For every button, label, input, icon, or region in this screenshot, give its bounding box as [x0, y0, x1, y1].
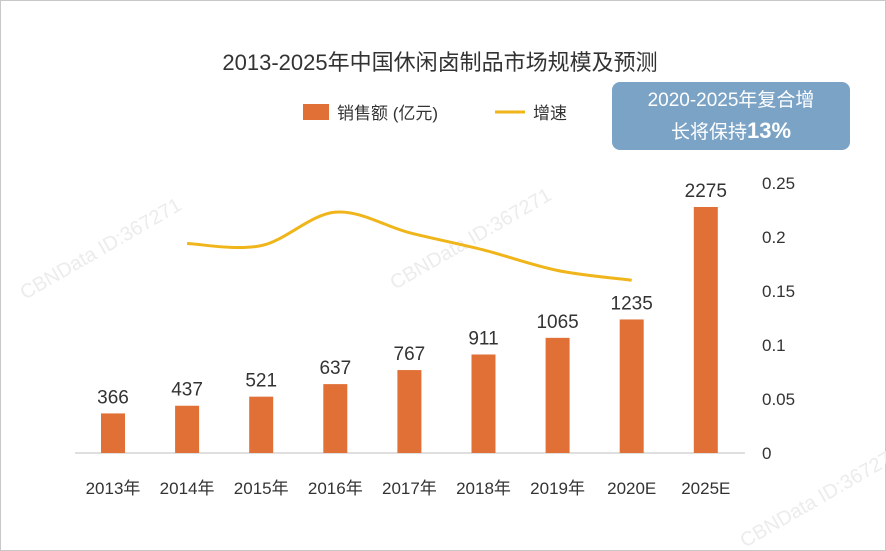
right-y-tick-label: 0.2	[762, 228, 786, 247]
x-tick-label: 2017年	[382, 479, 437, 498]
badge-line2: 长将保持13%	[612, 116, 850, 148]
cagr-badge: 2020-2025年复合增 长将保持13%	[612, 82, 850, 150]
bar-data-label: 1235	[611, 293, 653, 314]
bar	[323, 384, 348, 453]
bar	[693, 207, 718, 453]
right-y-tick-label: 0.15	[762, 282, 795, 301]
x-tick-label: 2014年	[160, 479, 215, 498]
bar-data-label: 437	[171, 380, 203, 401]
bar-data-label: 2275	[685, 181, 727, 202]
bar-data-label: 911	[468, 328, 498, 349]
badge-line2-text: 长将保持	[670, 122, 747, 143]
watermark: CBNData ID:367271	[737, 442, 886, 551]
right-y-tick-label: 0.05	[762, 390, 795, 409]
right-y-tick-label: 0.25	[762, 174, 795, 193]
x-tick-label: 2020E	[607, 479, 656, 498]
bar-data-label: 521	[245, 371, 277, 392]
bar	[397, 370, 422, 453]
chart-title: 2013-2025年中国休闲卤制品市场规模及预测	[222, 50, 657, 75]
legend-bar-swatch	[303, 104, 329, 120]
watermark: CBNData ID:367271	[387, 184, 556, 294]
badge-line1: 2020-2025年复合增	[647, 90, 815, 111]
x-tick-label: 2025E	[681, 479, 730, 498]
x-tick-label: 2013年	[86, 479, 141, 498]
bar-data-label: 1065	[536, 312, 578, 333]
bar	[175, 405, 200, 453]
legend-bar-label: 销售额 (亿元)	[337, 104, 438, 123]
legend-line-label: 增速	[533, 104, 567, 123]
right-y-tick-label: 0	[762, 444, 771, 463]
right-y-tick-label: 0.1	[762, 336, 786, 355]
x-tick-label: 2018年	[456, 479, 511, 498]
bar	[249, 396, 274, 453]
badge-value: 13%	[746, 118, 792, 143]
bar-data-label: 767	[394, 344, 426, 365]
bar-data-label: 637	[319, 358, 351, 379]
bar-data-label: 366	[97, 387, 129, 408]
bar	[471, 354, 496, 453]
bar	[619, 319, 644, 453]
x-tick-label: 2015年	[234, 479, 289, 498]
x-tick-label: 2016年	[308, 479, 363, 498]
watermark: CBNData ID:367271	[17, 194, 186, 304]
x-tick-label: 2019年	[530, 479, 585, 498]
bar	[101, 413, 125, 453]
bar	[545, 337, 570, 453]
